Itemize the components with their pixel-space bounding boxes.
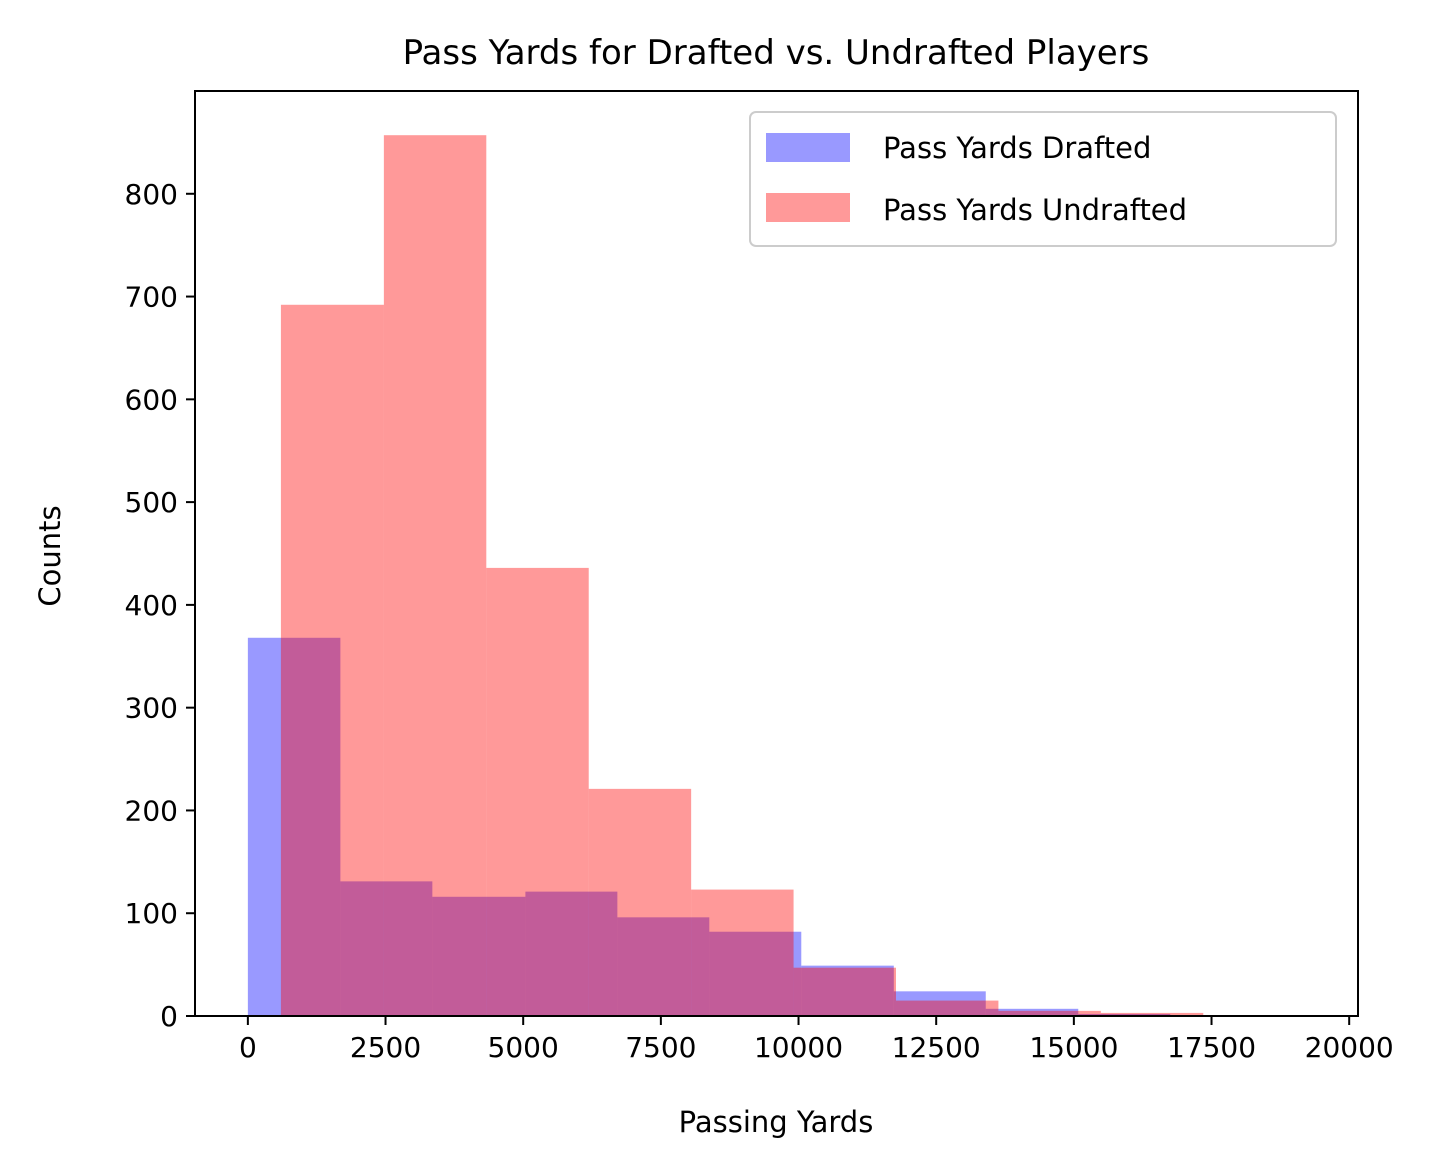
bar-undrafted-6 <box>896 1001 998 1016</box>
x-tick-label: 5000 <box>488 1031 559 1064</box>
y-tick-label: 200 <box>125 794 178 827</box>
y-tick-label: 500 <box>125 486 178 519</box>
y-axis-ticks: 0 100 200 300 400 500 600 700 800 <box>125 178 195 1033</box>
bar-undrafted-0 <box>281 305 384 1016</box>
legend-label-undrafted: Pass Yards Undrafted <box>883 193 1187 227</box>
bar-undrafted-4 <box>691 890 793 1016</box>
x-tick-label: 17500 <box>1167 1031 1256 1064</box>
x-tick-label: 2500 <box>350 1031 421 1064</box>
x-tick-label: 12500 <box>892 1031 981 1064</box>
x-tick-label: 0 <box>239 1031 257 1064</box>
bar-undrafted-2 <box>486 568 588 1016</box>
x-tick-label: 15000 <box>1029 1031 1118 1064</box>
x-axis-label: Passing Yards <box>679 1105 874 1139</box>
x-tick-label: 20000 <box>1305 1031 1394 1064</box>
bar-undrafted-3 <box>589 789 691 1016</box>
y-tick-label: 100 <box>125 897 178 930</box>
y-tick-label: 400 <box>125 589 178 622</box>
legend-label-drafted: Pass Yards Drafted <box>883 131 1151 165</box>
y-tick-label: 0 <box>160 1000 178 1033</box>
y-tick-label: 600 <box>125 383 178 416</box>
y-tick-label: 800 <box>125 178 178 211</box>
chart-title: Pass Yards for Drafted vs. Undrafted Pla… <box>403 33 1150 73</box>
x-axis-ticks: 0 2500 5000 7500 10000 12500 15000 17500 20000 <box>239 1016 1394 1064</box>
x-tick-label: 7500 <box>625 1031 696 1064</box>
legend: Pass Yards Drafted Pass Yards Undrafted <box>750 112 1336 246</box>
y-axis-label: Counts <box>33 505 67 606</box>
x-tick-label: 10000 <box>754 1031 843 1064</box>
legend-swatch-drafted <box>766 133 850 162</box>
legend-swatch-undrafted <box>766 193 850 222</box>
bar-undrafted-5 <box>794 968 896 1016</box>
y-tick-label: 300 <box>125 692 178 725</box>
y-tick-label: 700 <box>125 281 178 314</box>
bar-undrafted-1 <box>384 135 486 1016</box>
undrafted-bars-layer <box>281 135 1203 1016</box>
